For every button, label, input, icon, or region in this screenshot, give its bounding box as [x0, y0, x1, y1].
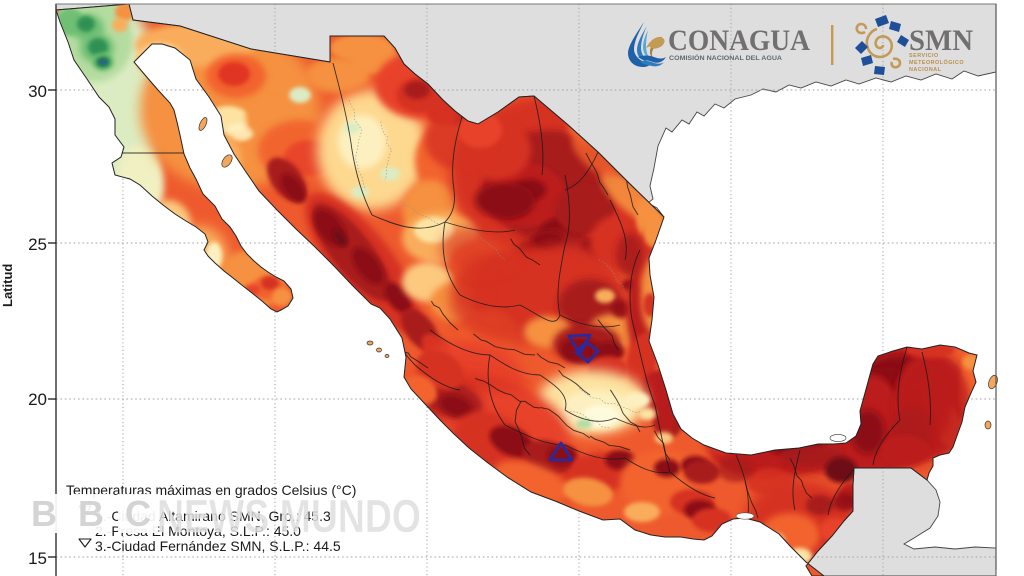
- svg-text:15: 15: [28, 549, 47, 568]
- svg-text:C: C: [125, 493, 151, 534]
- svg-text:30: 30: [28, 82, 47, 101]
- svg-text:SMN: SMN: [909, 24, 973, 57]
- svg-text:20: 20: [28, 390, 47, 409]
- svg-text:COMISIÓN NACIONAL DEL AGUA: COMISIÓN NACIONAL DEL AGUA: [669, 53, 782, 62]
- svg-text:METEOROLÓGICO: METEOROLÓGICO: [909, 58, 964, 66]
- svg-text:25: 25: [28, 235, 47, 254]
- svg-text:NACIONAL: NACIONAL: [909, 67, 942, 73]
- svg-text:B: B: [78, 493, 104, 534]
- svg-text:B: B: [31, 493, 57, 534]
- svg-text:SERVICIO: SERVICIO: [909, 53, 939, 59]
- svg-text:3.-Ciudad Fernández SMN, S.L.P: 3.-Ciudad Fernández SMN, S.L.P.: 44.5: [95, 538, 341, 554]
- svg-text:CONAGUA: CONAGUA: [668, 24, 810, 57]
- svg-text:NEWS MUNDO: NEWS MUNDO: [157, 490, 421, 542]
- svg-text:Latitud: Latitud: [0, 264, 15, 307]
